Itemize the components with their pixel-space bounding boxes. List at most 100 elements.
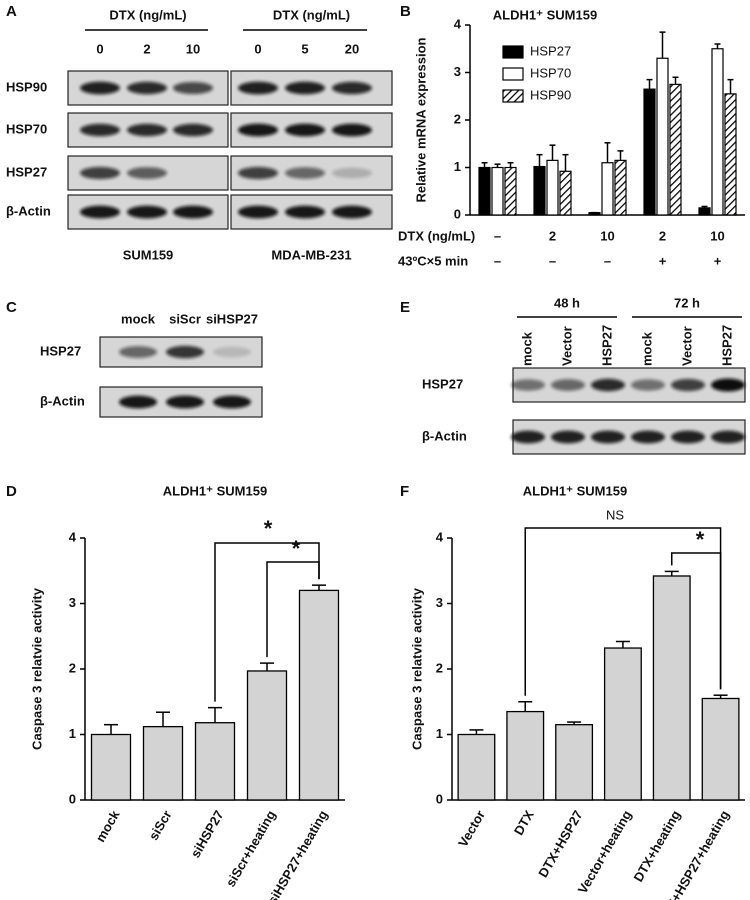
lane-label: 20 <box>345 41 359 56</box>
x-tick-label: DTX <box>511 807 537 837</box>
y-axis-label: Caspase 3 relatvie activity <box>29 587 44 750</box>
legend-label: HSP27 <box>530 43 571 58</box>
bar <box>246 670 288 801</box>
row-label: HSP90 <box>6 79 47 94</box>
bar <box>298 589 340 801</box>
band <box>238 205 278 219</box>
bar <box>491 166 504 216</box>
x-tick-label: DTX+HSP27 <box>535 808 585 880</box>
band <box>285 167 325 179</box>
category-label: 10 <box>710 228 724 243</box>
y-tick-label: 4 <box>436 529 444 544</box>
band <box>711 430 745 444</box>
band <box>80 205 120 219</box>
panel-label: A <box>6 3 17 20</box>
band <box>332 123 372 137</box>
y-tick-label: 0 <box>69 791 76 806</box>
legend-swatch <box>502 67 524 81</box>
row-label: β-Actin <box>6 203 51 218</box>
significance-bracket <box>671 552 722 690</box>
cell-line: MDA-MB-231 <box>271 247 351 262</box>
bar <box>652 575 691 801</box>
bar <box>643 88 656 216</box>
y-tick-label: 1 <box>69 726 76 741</box>
y-tick-label: 2 <box>436 660 443 675</box>
category-label: + <box>659 253 667 268</box>
bar <box>656 57 669 216</box>
lane-label: Vector <box>559 326 574 366</box>
x-tick-label: siScr+heating <box>223 808 279 890</box>
timepoint: 72 h <box>674 295 700 310</box>
lane-label: 2 <box>143 41 150 56</box>
category-label: 10 <box>600 228 614 243</box>
category-label: + <box>714 253 722 268</box>
bar <box>555 724 594 801</box>
y-tick-label: 3 <box>436 595 443 610</box>
y-tick-label: 3 <box>69 595 76 610</box>
bar <box>546 159 559 216</box>
row-label: HSP27 <box>6 164 47 179</box>
band <box>631 379 665 391</box>
chart-title: ALDH1⁺ SUM159 <box>163 483 267 498</box>
y-tick-label: 4 <box>454 16 462 31</box>
band <box>173 81 213 95</box>
row-label: β-Actin <box>422 428 467 443</box>
lane-label: 10 <box>186 41 200 56</box>
blot <box>512 419 746 455</box>
legend-label: HSP70 <box>530 65 571 80</box>
band <box>80 166 120 180</box>
lane-header: DTX (ng/mL) <box>273 7 350 22</box>
panel-label: F <box>400 483 409 500</box>
bar <box>698 207 711 216</box>
band <box>213 395 251 409</box>
x-tick-label: mock <box>93 807 123 845</box>
band <box>671 430 705 444</box>
y-tick-label: 4 <box>69 529 77 544</box>
band <box>119 395 157 409</box>
blot <box>512 367 746 403</box>
bar <box>711 48 724 216</box>
row-label: β-Actin <box>40 393 85 408</box>
category-label: – <box>549 253 556 268</box>
band <box>285 81 325 95</box>
bar <box>504 166 517 216</box>
bar <box>669 83 682 216</box>
x-tick-label: DTX+heating <box>630 808 683 885</box>
band <box>80 81 120 95</box>
lane-label: siHSP27 <box>206 311 258 326</box>
category-label: – <box>604 253 611 268</box>
legend-label: HSP90 <box>530 87 571 102</box>
y-tick-label: 3 <box>454 64 461 79</box>
band <box>127 123 167 137</box>
band <box>332 205 372 219</box>
lane-label: HSP27 <box>599 325 614 366</box>
band <box>285 123 325 137</box>
x-tick-label: siHSP27 <box>188 808 227 861</box>
row-label: HSP27 <box>422 376 463 391</box>
band <box>332 167 372 179</box>
panel-label: B <box>400 3 411 20</box>
lane-label: Vector <box>679 326 694 366</box>
y-tick-label: 0 <box>436 791 443 806</box>
band <box>671 378 705 392</box>
band <box>591 430 625 444</box>
timepoint: 48 h <box>554 295 580 310</box>
lane-label: siScr <box>169 311 201 326</box>
category-label: – <box>494 253 501 268</box>
band <box>631 430 665 444</box>
legend-swatch <box>502 89 524 103</box>
x-tick-label: Vector <box>455 808 488 850</box>
band <box>285 205 325 219</box>
y-tick-label: 0 <box>454 206 461 221</box>
band <box>711 378 745 392</box>
category-label: 2 <box>659 228 666 243</box>
band <box>127 81 167 95</box>
bar <box>90 733 132 801</box>
category-row-label: 43ºC×5 min <box>398 253 468 268</box>
lane-label: mock <box>639 331 654 366</box>
cell-line: SUM159 <box>123 247 174 262</box>
bar <box>724 93 737 216</box>
bar <box>701 697 740 801</box>
significance-label: * <box>292 536 301 561</box>
band <box>238 166 278 180</box>
